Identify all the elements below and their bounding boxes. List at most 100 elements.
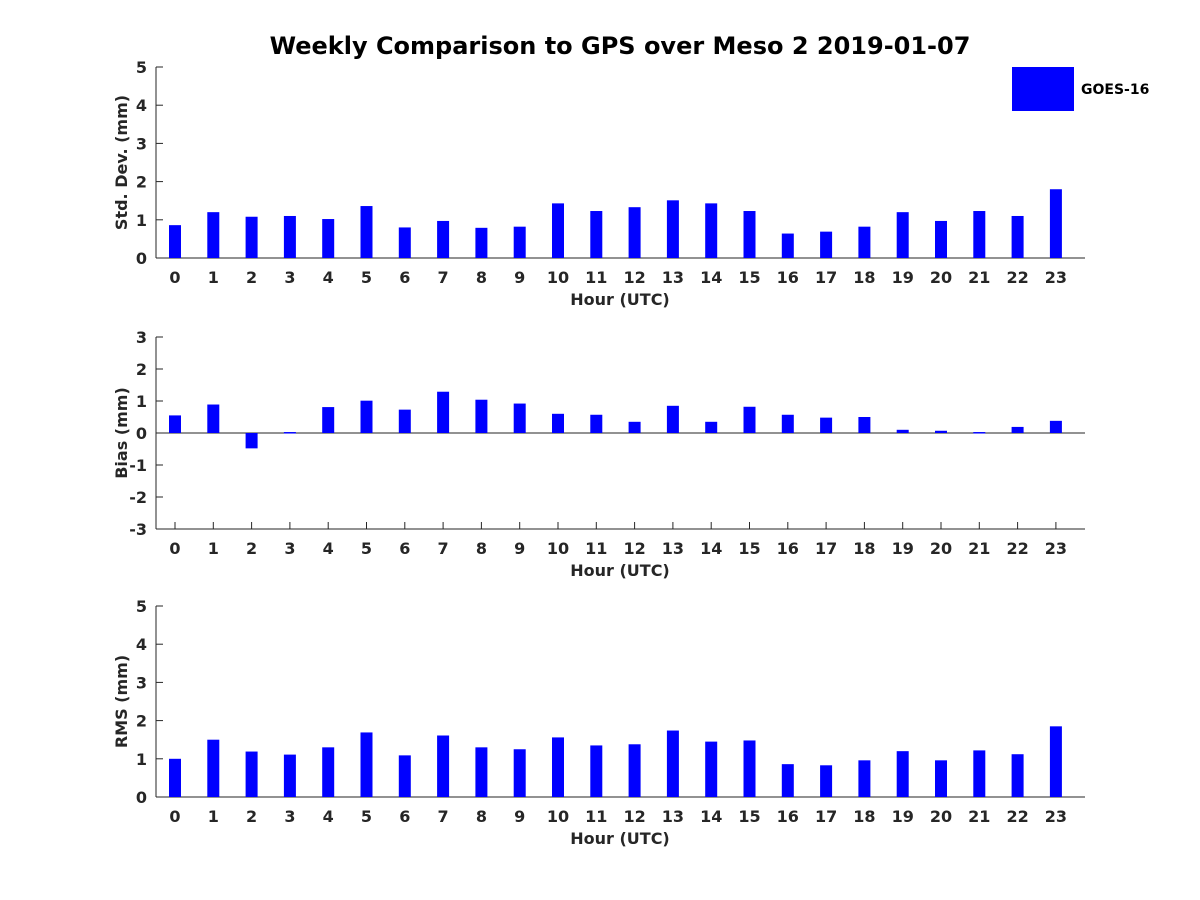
bar-hour-12 bbox=[628, 744, 641, 797]
x-tick-label: 0 bbox=[169, 539, 180, 558]
y-tick-label: 2 bbox=[136, 360, 147, 379]
y-tick-label: -1 bbox=[129, 456, 147, 475]
bar-hour-20 bbox=[935, 220, 947, 258]
x-tick-label: 0 bbox=[169, 807, 180, 826]
bar-hour-9 bbox=[513, 226, 526, 258]
bar-hour-14 bbox=[705, 421, 718, 433]
x-tick-label: 4 bbox=[323, 539, 334, 558]
x-tick-label: 1 bbox=[208, 539, 219, 558]
bar-hour-7 bbox=[437, 735, 450, 797]
bar-hour-16 bbox=[781, 764, 794, 797]
x-tick-label: 0 bbox=[169, 268, 180, 287]
bar-hour-9 bbox=[513, 403, 526, 433]
x-tick-label: 22 bbox=[1006, 539, 1028, 558]
x-tick-label: 16 bbox=[777, 807, 799, 826]
x-tick-label: 15 bbox=[738, 807, 760, 826]
bar-hour-10 bbox=[552, 203, 564, 258]
bar-hour-23 bbox=[1049, 189, 1062, 258]
legend-label-goes-16: GOES-16 bbox=[1081, 82, 1149, 98]
bar-hour-2 bbox=[245, 751, 258, 797]
x-tick-label: 17 bbox=[815, 807, 837, 826]
bar-hour-3 bbox=[283, 215, 296, 258]
x-tick-label: 9 bbox=[514, 807, 525, 826]
bar-hour-10 bbox=[552, 737, 564, 797]
x-axis-label: Hour (UTC) bbox=[570, 290, 670, 309]
y-tick-label: 2 bbox=[136, 173, 147, 192]
bar-hour-9 bbox=[513, 749, 526, 797]
bar-hour-10 bbox=[552, 413, 564, 433]
x-tick-label: 20 bbox=[930, 539, 952, 558]
bar-hour-1 bbox=[207, 212, 220, 258]
bar-hour-13 bbox=[666, 200, 679, 258]
bar-hour-19 bbox=[896, 751, 909, 797]
x-tick-label: 17 bbox=[815, 539, 837, 558]
x-tick-label: 12 bbox=[623, 268, 645, 287]
bar-hour-13 bbox=[666, 405, 679, 433]
bar-hour-11 bbox=[590, 745, 603, 797]
bar-hour-14 bbox=[705, 741, 718, 797]
bar-hour-23 bbox=[1049, 420, 1062, 433]
x-tick-label: 5 bbox=[361, 539, 372, 558]
x-axis-label: Hour (UTC) bbox=[570, 829, 670, 848]
bar-hour-5 bbox=[360, 732, 373, 797]
bar-hour-22 bbox=[1011, 754, 1024, 797]
x-tick-label: 6 bbox=[399, 807, 410, 826]
x-tick-label: 1 bbox=[208, 807, 219, 826]
legend: GOES-16 bbox=[1012, 67, 1149, 111]
bar-hour-12 bbox=[628, 207, 641, 258]
x-tick-label: 19 bbox=[892, 807, 914, 826]
x-tick-label: 2 bbox=[246, 268, 257, 287]
x-tick-label: 11 bbox=[585, 807, 607, 826]
x-tick-label: 20 bbox=[930, 268, 952, 287]
x-tick-label: 6 bbox=[399, 268, 410, 287]
x-tick-label: 5 bbox=[361, 807, 372, 826]
y-tick-label: 0 bbox=[136, 788, 147, 807]
bar-hour-21 bbox=[973, 750, 986, 797]
bar-hour-18 bbox=[858, 226, 871, 258]
bar-hour-13 bbox=[666, 730, 679, 797]
bar-hour-0 bbox=[169, 415, 181, 433]
y-tick-label: 3 bbox=[136, 134, 147, 153]
y-axis-label: Bias (mm) bbox=[112, 387, 131, 479]
y-tick-label: 1 bbox=[136, 392, 147, 411]
bar-hour-1 bbox=[207, 739, 220, 797]
x-tick-label: 1 bbox=[208, 268, 219, 287]
bar-hour-3 bbox=[283, 754, 296, 797]
bar-hour-18 bbox=[858, 760, 871, 797]
bar-hour-21 bbox=[973, 432, 986, 434]
bar-hour-6 bbox=[398, 409, 411, 433]
x-tick-label: 15 bbox=[738, 268, 760, 287]
y-tick-label: 3 bbox=[136, 673, 147, 692]
bar-hour-5 bbox=[360, 206, 373, 258]
x-tick-label: 9 bbox=[514, 539, 525, 558]
x-tick-label: 3 bbox=[284, 268, 295, 287]
bar-hour-5 bbox=[360, 400, 373, 433]
x-tick-label: 2 bbox=[246, 539, 257, 558]
bar-hour-6 bbox=[398, 755, 411, 797]
bar-hour-4 bbox=[322, 407, 335, 433]
x-tick-label: 15 bbox=[738, 539, 760, 558]
x-tick-label: 10 bbox=[547, 268, 569, 287]
x-tick-label: 16 bbox=[777, 539, 799, 558]
x-tick-label: 18 bbox=[853, 268, 875, 287]
x-tick-label: 12 bbox=[623, 539, 645, 558]
x-tick-label: 21 bbox=[968, 268, 990, 287]
bar-hour-19 bbox=[896, 429, 909, 433]
x-tick-label: 13 bbox=[662, 807, 684, 826]
y-tick-label: -2 bbox=[129, 488, 147, 507]
y-tick-label: 2 bbox=[136, 712, 147, 731]
x-tick-label: 18 bbox=[853, 539, 875, 558]
y-tick-label: 3 bbox=[136, 328, 147, 347]
bar-hour-8 bbox=[475, 399, 488, 433]
bar-hour-0 bbox=[169, 225, 181, 258]
x-tick-label: 4 bbox=[323, 268, 334, 287]
bar-hour-22 bbox=[1011, 426, 1024, 433]
bar-hour-16 bbox=[781, 414, 794, 433]
bar-hour-17 bbox=[820, 417, 833, 433]
x-tick-label: 19 bbox=[892, 268, 914, 287]
bar-hour-23 bbox=[1049, 726, 1062, 797]
x-tick-label: 16 bbox=[777, 268, 799, 287]
